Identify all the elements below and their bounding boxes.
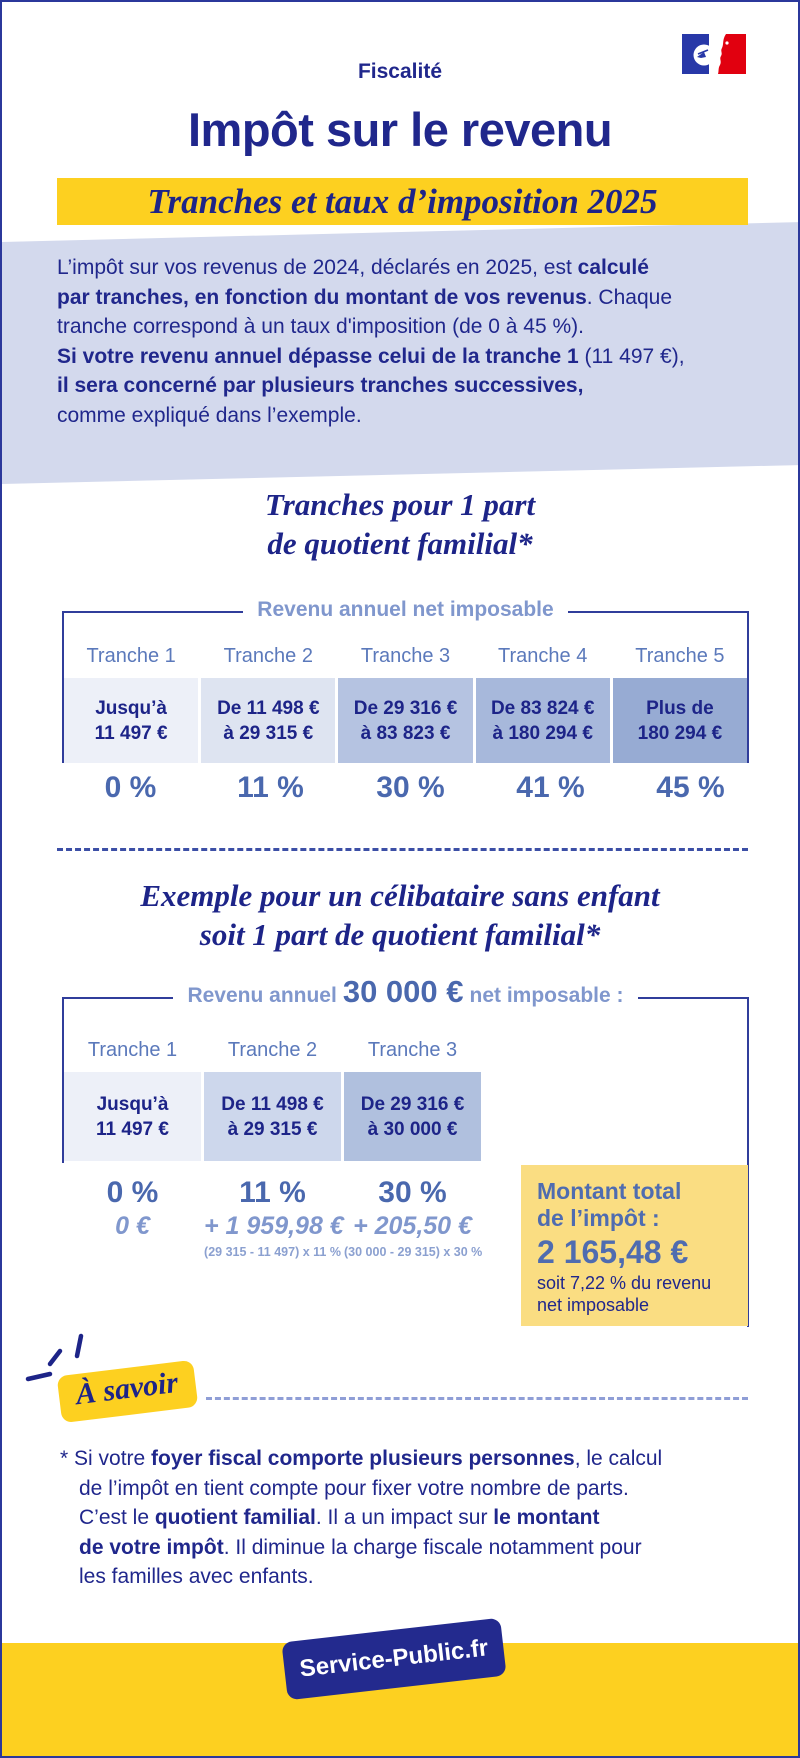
range-line: Jusqu’à (96, 1093, 169, 1115)
section2-heading-line2: soit 1 part de quotient familial* (199, 917, 601, 952)
section1-heading: Tranches pour 1 part de quotient familia… (2, 485, 798, 563)
table1-header-tranche4: Tranche 4 (498, 645, 588, 667)
table1-header-tranche5: Tranche 5 (635, 645, 725, 667)
legend-prefix: Revenu annuel (187, 984, 337, 1007)
table1-legend: Revenu annuel net imposable (62, 598, 749, 622)
table2-header-row: Tranche 1 Tranche 2 Tranche 3 (64, 999, 749, 1072)
table1-cell-tranche1: Jusqu’à 11 497 € (64, 678, 199, 763)
section1-heading-line1: Tranches pour 1 part (264, 487, 536, 522)
table1-cell-tranche4: De 83 824 € à 180 294 € (475, 678, 610, 763)
range-line: 11 497 € (96, 1118, 169, 1140)
table1-header-tranche2: Tranche 2 (223, 645, 313, 667)
table2-rates-row: 0 % 11 % 30 % (64, 1176, 484, 1210)
table1-rates-row: 0 % 11 % 30 % 41 % 45 % (62, 771, 762, 805)
page-title: Impôt sur le revenu (187, 103, 613, 156)
rate-tranche3: 30 % (378, 1176, 447, 1209)
range-line: De 11 498 € (217, 697, 320, 719)
table2-header-tranche2: Tranche 2 (227, 1039, 318, 1061)
rate-tranche2: 11 % (239, 1176, 306, 1209)
total-tax-box: Montant total de l’impôt : 2 165,48 € so… (521, 1165, 748, 1326)
formula-tranche2: (29 315 - 11 497) x 11 % (204, 1245, 341, 1259)
table2-legend-text: Revenu annuel 30 000 € net imposable : (173, 974, 638, 1009)
table2-cell-tranche2: De 11 498 € à 29 315 € (204, 1072, 341, 1161)
amount-tranche2: + 1 959,98 € (204, 1212, 344, 1240)
banner-text: Tranches et taux d’imposition 2025 (147, 181, 658, 221)
table1-box: Tranche 1 Tranche 2 Tranche 3 Tranche 4 … (62, 611, 749, 763)
table2-right-border (747, 997, 749, 1327)
range-line: Jusqu’à (95, 697, 167, 719)
legend-amount: 30 000 € (342, 974, 464, 1009)
range-line: à 29 315 € (223, 722, 314, 744)
section2-heading: Exemple pour un célibataire sans enfant … (2, 876, 798, 954)
formula-tranche1 (64, 1245, 201, 1259)
total-label-line1: Montant total (537, 1178, 682, 1204)
marianne-france-flag-icon (682, 34, 746, 74)
table2-cell-tranche1: Jusqu’à 11 497 € (64, 1072, 201, 1161)
title-banner: Tranches et taux d’imposition 2025 (57, 178, 748, 225)
table1-header-row: Tranche 1 Tranche 2 Tranche 3 Tranche 4 … (64, 613, 747, 678)
rate-tranche4: 41 % (516, 771, 585, 804)
table1-cell-tranche5: Plus de 180 294 € (612, 678, 748, 763)
range-line: à 29 315 € (227, 1118, 318, 1140)
sparkle-rays-icon (25, 1333, 84, 1382)
rate-tranche1: 0 % (106, 1176, 159, 1209)
section1-heading-line2: de quotient familial* (267, 526, 533, 561)
total-label-line2: de l’impôt : (537, 1205, 660, 1231)
legend-suffix: net imposable : (469, 984, 624, 1007)
category-label: Fiscalité (357, 60, 443, 83)
table1-legend-text: Revenu annuel net imposable (243, 598, 568, 621)
table1-cells-row: Jusqu’à 11 497 € De 11 498 € à 29 315 € … (64, 678, 748, 763)
formula-tranche3: (30 000 - 29 315) x 30 % (344, 1245, 483, 1259)
table2-formulas-row: (29 315 - 11 497) x 11 % (30 000 - 29 31… (64, 1245, 484, 1259)
table2-cell-tranche3: De 29 316 € à 30 000 € (344, 1072, 481, 1161)
range-line: De 11 498 € (221, 1093, 324, 1115)
range-line: De 29 316 € (360, 1093, 465, 1115)
rate-tranche5: 45 % (656, 771, 725, 804)
table1-header-tranche1: Tranche 1 (86, 645, 176, 667)
rate-tranche2: 11 % (237, 771, 304, 804)
table2-header-tranche1: Tranche 1 (87, 1039, 178, 1061)
range-line: De 83 824 € (490, 697, 595, 719)
range-line: Plus de (646, 697, 714, 719)
intro-background (2, 222, 798, 484)
range-line: 180 294 € (637, 722, 723, 744)
table2-amounts-row: 0 € + 1 959,98 € + 205,50 € (64, 1212, 484, 1241)
table1-cell-tranche2: De 11 498 € à 29 315 € (201, 678, 336, 763)
intro-paragraph: L’impôt sur vos revenus de 2024, déclaré… (57, 256, 685, 427)
range-line: à 83 823 € (360, 722, 451, 744)
section-divider-dashed (57, 848, 748, 851)
amount-tranche3: + 205,50 € (353, 1212, 472, 1240)
note-divider-dashed (206, 1397, 748, 1400)
table2-box: Tranche 1 Tranche 2 Tranche 3 Jusqu’à 11… (62, 997, 749, 1163)
range-line: De 29 316 € (353, 697, 458, 719)
range-line: à 30 000 € (367, 1118, 458, 1140)
total-amount: 2 165,48 € (537, 1234, 689, 1270)
rate-tranche1: 0 % (104, 771, 157, 804)
range-line: à 180 294 € (492, 722, 593, 744)
range-line: 11 497 € (94, 722, 168, 744)
rate-tranche3: 30 % (376, 771, 445, 804)
section2-heading-line1: Exemple pour un célibataire sans enfant (140, 878, 660, 913)
footnote-paragraph: * Si votre foyer fiscal comporte plusieu… (60, 1447, 663, 1589)
table2-cells-row: Jusqu’à 11 497 € De 11 498 € à 29 315 € … (64, 1072, 749, 1161)
total-note-line1: soit 7,22 % du revenu (537, 1273, 712, 1293)
total-note-line2: net imposable (537, 1295, 650, 1315)
table2-header-tranche3: Tranche 3 (367, 1039, 458, 1061)
table1-header-tranche3: Tranche 3 (360, 645, 451, 667)
table1-cell-tranche3: De 29 316 € à 83 823 € (338, 678, 473, 763)
amount-tranche1: 0 € (115, 1212, 150, 1240)
table2-legend: Revenu annuel 30 000 € net imposable : (62, 974, 749, 1010)
